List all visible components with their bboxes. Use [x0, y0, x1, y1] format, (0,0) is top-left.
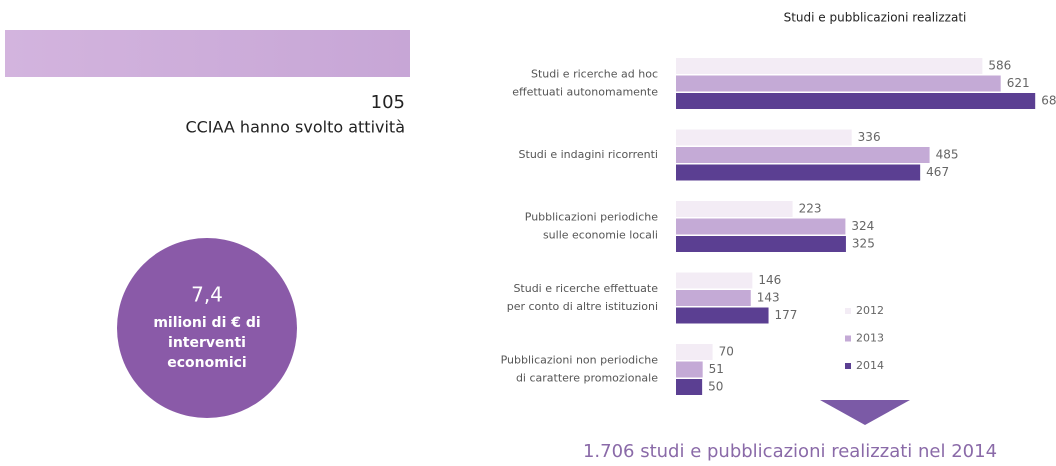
legend-label: 2014: [856, 359, 884, 372]
bar: [676, 361, 703, 378]
bar: [676, 290, 751, 306]
bar: [676, 272, 753, 289]
footer: 1.706 studi e pubblicazioni realizzati n…: [583, 441, 997, 462]
value-label: 223: [799, 202, 822, 216]
bar: [676, 344, 713, 360]
value-label: 467: [926, 165, 949, 179]
value-label: 50: [708, 380, 723, 394]
legend-label: 2012: [856, 304, 884, 317]
category-label: sulle economie locali: [543, 228, 658, 241]
value-label: 485: [936, 148, 959, 162]
category-label: Pubblicazioni periodiche: [525, 210, 658, 223]
value-label: 51: [709, 362, 724, 376]
bar: [676, 379, 703, 395]
bar: [676, 218, 846, 235]
value-label: 324: [851, 219, 874, 233]
circle-line: milioni di € di: [153, 315, 260, 331]
value-label: 146: [758, 273, 781, 287]
count: 105: [371, 92, 405, 113]
category-label: Studi e ricerche effettuate: [513, 282, 658, 295]
bar: [676, 164, 921, 181]
circle-line: interventi: [168, 335, 246, 351]
circle: [117, 238, 297, 418]
count-label: CCIAA hanno svolto attività: [185, 118, 405, 137]
bar: [676, 75, 1001, 92]
category-label: Studi e ricerche ad hoc: [531, 67, 658, 80]
circle-line: economici: [167, 355, 246, 371]
bar: [676, 58, 983, 74]
bar: [676, 201, 793, 217]
legend-swatch: [845, 308, 851, 314]
decor-bar: [5, 30, 410, 77]
value-label: 177: [775, 308, 798, 322]
value-label: 143: [757, 291, 780, 305]
legend-swatch: [845, 363, 851, 369]
circle-value: 7,4: [191, 283, 223, 307]
legend-label: 2013: [856, 332, 884, 345]
bar: [676, 129, 852, 146]
arrow: [820, 400, 910, 425]
value-label: 70: [719, 345, 734, 359]
value-label: 687: [1041, 94, 1056, 108]
bar: [676, 307, 769, 324]
category-label: per conto di altre istituzioni: [507, 300, 658, 313]
bar: [676, 147, 930, 163]
category-label: di carattere promozionale: [516, 371, 658, 384]
value-label: 325: [852, 237, 875, 251]
category-label: Pubblicazioni non periodiche: [501, 353, 659, 366]
value-label: 621: [1007, 76, 1030, 90]
category-label: effettuati autonomamente: [512, 85, 658, 98]
chart-title: Studi e pubblicazioni realizzati: [784, 11, 967, 25]
legend-swatch: [845, 335, 851, 342]
bar: [676, 93, 1036, 109]
bar: [676, 236, 846, 252]
category-label: Studi e indagini ricorrenti: [519, 148, 658, 161]
value-label: 336: [858, 130, 881, 144]
value-label: 586: [988, 59, 1011, 73]
